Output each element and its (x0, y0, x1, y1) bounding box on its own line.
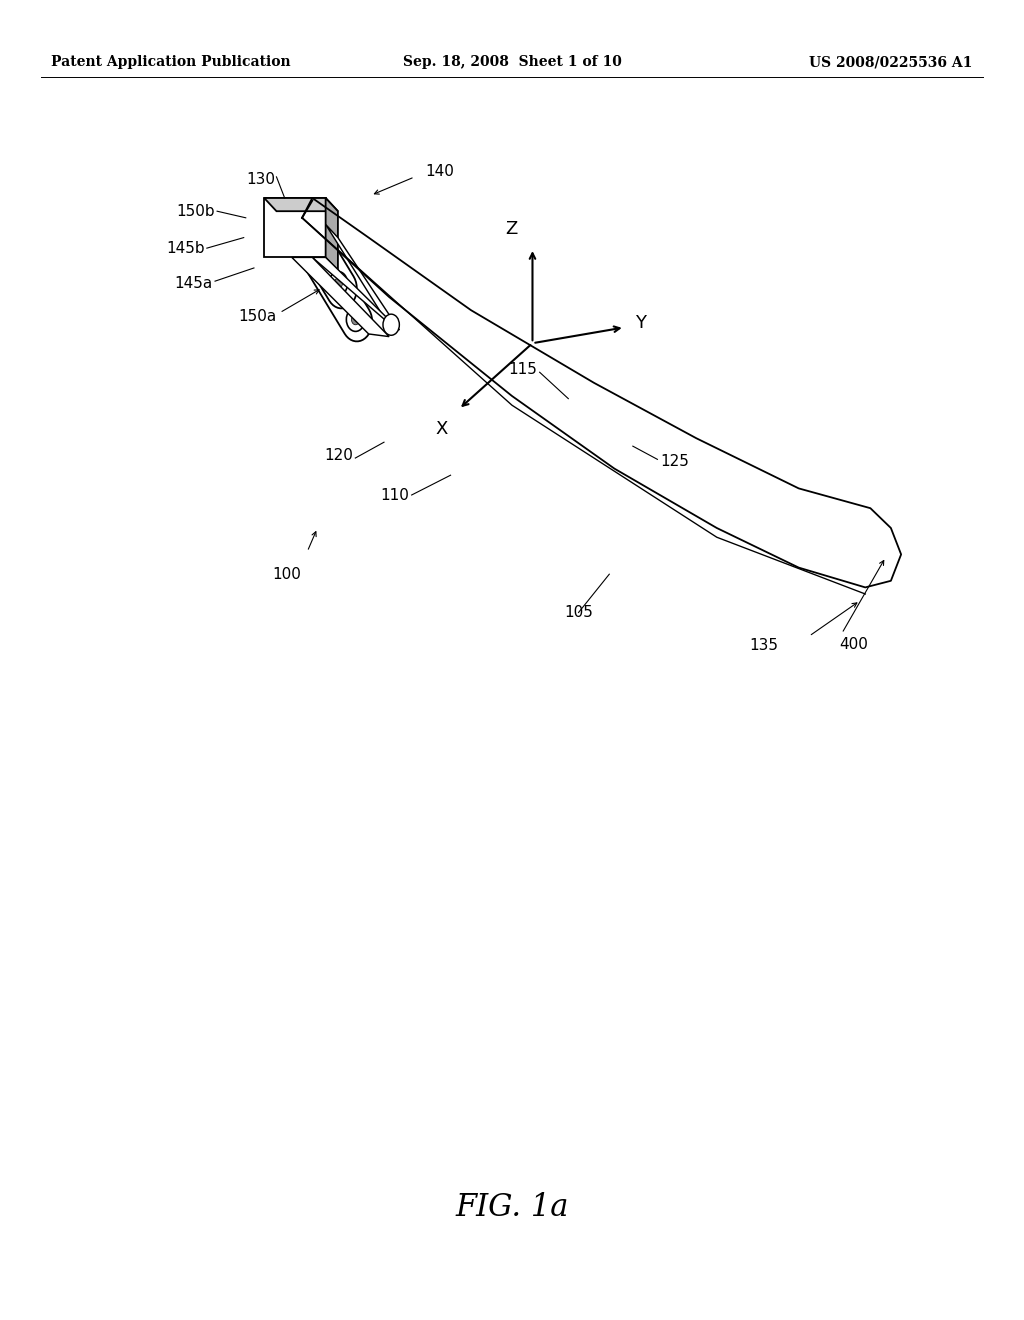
Text: X: X (435, 420, 447, 438)
Circle shape (383, 314, 399, 335)
Text: 135: 135 (750, 639, 778, 653)
Text: US 2008/0225536 A1: US 2008/0225536 A1 (809, 55, 973, 69)
Text: 150b: 150b (176, 203, 215, 219)
Polygon shape (264, 198, 326, 257)
Text: 140: 140 (425, 164, 454, 180)
Text: 115: 115 (509, 362, 538, 378)
Text: 145b: 145b (166, 240, 205, 256)
Polygon shape (307, 247, 372, 342)
Circle shape (346, 308, 365, 331)
Text: 110: 110 (381, 487, 410, 503)
Text: 100: 100 (272, 566, 301, 582)
Polygon shape (264, 198, 338, 211)
Text: 145a: 145a (175, 276, 213, 292)
Circle shape (329, 272, 347, 296)
Text: 130: 130 (247, 172, 275, 186)
Polygon shape (312, 257, 399, 330)
Text: 105: 105 (564, 606, 593, 620)
Text: 150a: 150a (239, 309, 276, 325)
Circle shape (334, 279, 342, 289)
Circle shape (303, 226, 311, 236)
Circle shape (351, 314, 359, 325)
Text: 120: 120 (325, 447, 353, 463)
Text: Y: Y (635, 314, 646, 333)
Text: 125: 125 (660, 454, 689, 470)
Text: Patent Application Publication: Patent Application Publication (51, 55, 291, 69)
Text: FIG. 1a: FIG. 1a (456, 1192, 568, 1224)
Polygon shape (292, 257, 389, 337)
Polygon shape (326, 198, 338, 271)
Polygon shape (326, 224, 399, 330)
Text: 400: 400 (840, 636, 868, 652)
Text: Z: Z (505, 219, 517, 238)
Polygon shape (292, 214, 356, 309)
Circle shape (298, 219, 316, 243)
Circle shape (316, 256, 325, 267)
Circle shape (311, 249, 330, 273)
Text: Sep. 18, 2008  Sheet 1 of 10: Sep. 18, 2008 Sheet 1 of 10 (402, 55, 622, 69)
